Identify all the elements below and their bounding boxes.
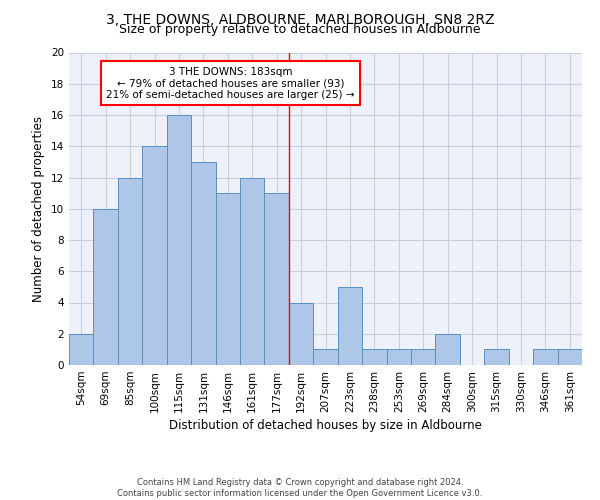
Bar bbox=[484, 350, 509, 365]
Bar bbox=[362, 350, 386, 365]
Bar bbox=[118, 178, 142, 365]
Bar bbox=[240, 178, 265, 365]
Text: 3 THE DOWNS: 183sqm
← 79% of detached houses are smaller (93)
21% of semi-detach: 3 THE DOWNS: 183sqm ← 79% of detached ho… bbox=[106, 66, 355, 100]
Bar bbox=[436, 334, 460, 365]
X-axis label: Distribution of detached houses by size in Aldbourne: Distribution of detached houses by size … bbox=[169, 419, 482, 432]
Bar bbox=[411, 350, 436, 365]
Bar bbox=[313, 350, 338, 365]
Text: Contains HM Land Registry data © Crown copyright and database right 2024.
Contai: Contains HM Land Registry data © Crown c… bbox=[118, 478, 482, 498]
Bar bbox=[215, 193, 240, 365]
Bar bbox=[386, 350, 411, 365]
Bar bbox=[69, 334, 94, 365]
Bar bbox=[94, 209, 118, 365]
Y-axis label: Number of detached properties: Number of detached properties bbox=[32, 116, 46, 302]
Bar bbox=[533, 350, 557, 365]
Bar bbox=[265, 193, 289, 365]
Bar bbox=[289, 302, 313, 365]
Bar bbox=[191, 162, 215, 365]
Text: Size of property relative to detached houses in Aldbourne: Size of property relative to detached ho… bbox=[119, 22, 481, 36]
Text: 3, THE DOWNS, ALDBOURNE, MARLBOROUGH, SN8 2RZ: 3, THE DOWNS, ALDBOURNE, MARLBOROUGH, SN… bbox=[106, 12, 494, 26]
Bar bbox=[338, 287, 362, 365]
Bar bbox=[167, 115, 191, 365]
Bar bbox=[557, 350, 582, 365]
Bar bbox=[142, 146, 167, 365]
